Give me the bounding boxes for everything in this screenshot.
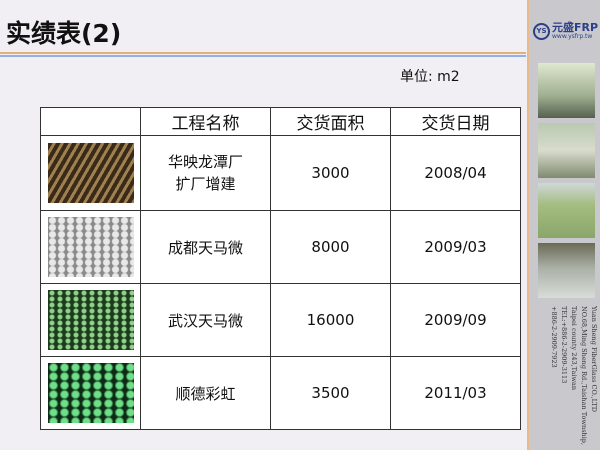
brand-url: www.ysfrp.tw [552,33,593,40]
table-header: 工程名称 交货面积 交货日期 [40,107,521,136]
project-name: 华映龙潭厂 扩厂增建 [140,135,271,211]
unit-label: 单位: m2 [400,69,460,85]
project-area: 8000 [270,210,391,284]
address-line: TEL:+886-2-2909-3113 [560,306,568,384]
address-line: +886-2-2909-7923 [550,306,558,368]
address-line: Yuan Sheng FiberGlass CO.,LTD [590,306,598,412]
company-address: Yuan Sheng FiberGlass CO.,LTD NO.68,Ming… [533,306,599,446]
company-logo: YS 元盛FRP www.ysfrp.tw [533,22,598,40]
divider [0,55,526,57]
side-panel: YS 元盛FRP www.ysfrp.tw Yuan Sheng FiberGl… [527,0,600,450]
brand-name: 元盛FRP [552,21,599,34]
project-name: 顺德彩虹 [140,356,271,430]
project-date: 2009/09 [390,283,521,357]
photo-silos [538,183,595,238]
project-area: 3000 [270,135,391,211]
project-date: 2009/03 [390,210,521,284]
project-table: 工程名称 交货面积 交货日期 华映龙潭厂 扩厂增建 3000 2008/04 成… [40,107,521,430]
photo-structure [538,63,595,118]
project-photo [40,210,141,284]
photo-tank [538,123,595,178]
table-row: 华映龙潭厂 扩厂增建 3000 2008/04 [40,135,521,211]
photo-floor [538,243,595,298]
project-area: 3500 [270,356,391,430]
header-image [40,107,141,136]
header-name: 工程名称 [140,107,271,136]
project-name: 成都天马微 [140,210,271,284]
address-line: NO.68,Ming Sheng Rd.,Taishan Township, [580,306,588,446]
project-photo [40,356,141,430]
project-name: 武汉天马微 [140,283,271,357]
project-date: 2008/04 [390,135,521,211]
table-row: 武汉天马微 16000 2009/09 [40,283,521,357]
logo-mark: YS [533,22,550,40]
divider [0,52,526,54]
project-photo [40,283,141,357]
table-row: 顺德彩虹 3500 2011/03 [40,356,521,430]
project-date: 2011/03 [390,356,521,430]
header-area: 交货面积 [270,107,391,136]
project-photo [40,135,141,211]
table-row: 成都天马微 8000 2009/03 [40,210,521,284]
address-line: Taipei county 243,Taiwan [570,306,578,391]
slide-title: 实绩表(2) [6,19,122,48]
header-date: 交货日期 [390,107,521,136]
project-area: 16000 [270,283,391,357]
